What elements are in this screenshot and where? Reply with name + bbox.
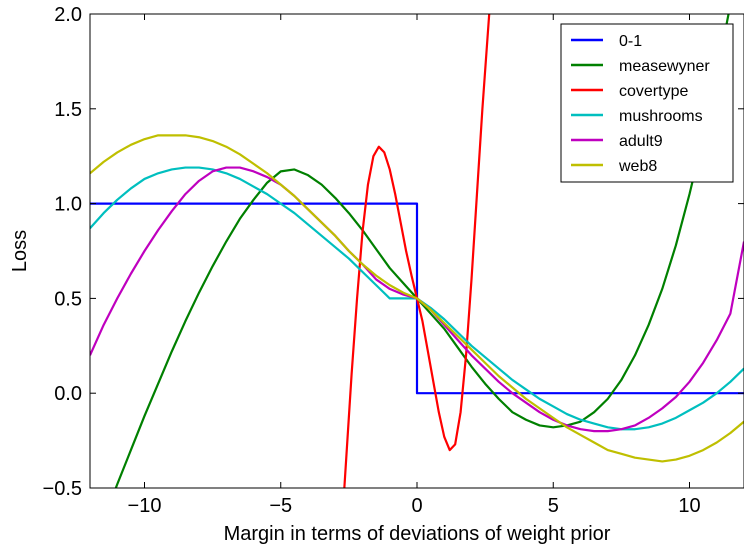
x-tick-label: −5: [269, 495, 292, 517]
x-tick-label: 5: [548, 495, 559, 517]
legend-box: [560, 23, 734, 183]
series-layer: [90, 14, 744, 488]
y-tick-label: 1.0: [54, 194, 82, 216]
legend-label-measewyner: measewyner: [619, 58, 710, 75]
x-tick-label: 10: [678, 495, 700, 517]
x-axis-label: Margin in terms of deviations of weight …: [224, 523, 611, 545]
series-line-web8: [90, 134, 744, 463]
ticks-layer: −10 −5 0 5 10 −0.5 0.0 0.5 1.0 1.5 2.0: [43, 4, 744, 517]
legend-label-mushrooms: mushrooms: [619, 108, 703, 125]
y-tick-label: 2.0: [54, 4, 82, 26]
legend-label-covertype: covertype: [619, 83, 688, 100]
x-tick-label: 0: [411, 495, 422, 517]
legend-label-0-1: 0-1: [619, 33, 642, 50]
legend: 0-1 measewyner covertype mushrooms adult9 web…: [560, 23, 734, 183]
y-tick-label: 1.5: [54, 99, 82, 121]
y-axis-label: Loss: [9, 230, 31, 272]
y-tick-label: −0.5: [43, 478, 82, 500]
y-tick-label: 0.0: [54, 383, 82, 405]
legend-label-adult9: adult9: [619, 133, 663, 150]
x-tick-label: −10: [128, 495, 162, 517]
legend-label-web8: web8: [618, 158, 657, 175]
y-tick-label: 0.5: [54, 288, 82, 310]
